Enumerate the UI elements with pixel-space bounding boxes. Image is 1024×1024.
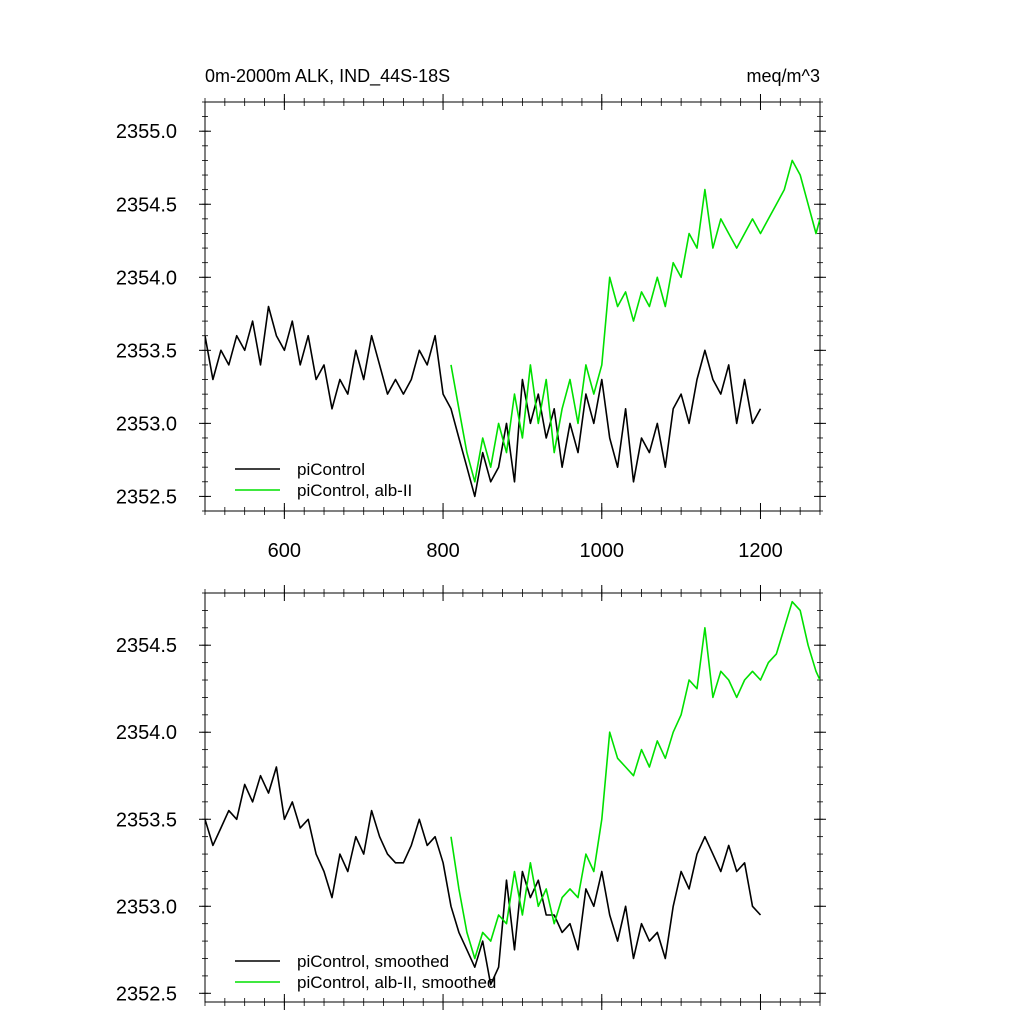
top-chart-title: 0m-2000m ALK, IND_44S-18S [205, 66, 450, 87]
bottom-legend-label-alb-ii-smoothed: piControl, alb-II, smoothed [297, 973, 496, 992]
bottom-legend-label-smoothed: piControl, smoothed [297, 952, 449, 971]
top-y-tick-label: 2353.0 [116, 413, 177, 435]
bottom-series-line-picontrol-smoothed [205, 766, 762, 986]
top-panel: 600 800 1000 1200 2352.52353.02353.52354.02… [116, 66, 826, 562]
top-y-tick-label: 2354.0 [116, 267, 177, 289]
top-x-tick-label: 1000 [580, 540, 625, 562]
top-y-tick-label: 2355.0 [116, 121, 177, 143]
top-y-tick-label: 2353.5 [116, 340, 177, 362]
top-legend: piControl piControl, alb-II [235, 460, 412, 500]
bottom-panel: 2352.5 2353.0 2353.5 2354.0 2354.5 piControl… [116, 585, 826, 1010]
bottom-y-tick-label: 2352.5 [116, 983, 177, 1005]
top-y-tick-label: 2354.5 [116, 194, 177, 216]
bottom-y-tick-label: 2353.0 [116, 896, 177, 918]
bottom-plot-frame [204, 592, 821, 1003]
bottom-y-tick-label: 2354.0 [116, 722, 177, 744]
top-y-tick-label: 2352.5 [116, 486, 177, 508]
top-y-tick-labels: 2352.5 2353.0 2353.5 2354.0 2354.5 2355.0 [116, 121, 177, 508]
bottom-legend: piControl, smoothed piControl, alb-II, s… [235, 952, 496, 992]
top-legend-label-picontrol: piControl [297, 460, 365, 479]
bottom-series-lines [205, 600, 820, 986]
top-series-line-picontrol-alb-ii [450, 159, 820, 483]
bottom-y-tick-label: 2353.5 [116, 809, 177, 831]
top-plot-frame [204, 101, 821, 512]
top-units-label: meq/m^3 [747, 66, 820, 86]
bottom-series-line-picontrol-alb-ii-smoothed [450, 600, 820, 960]
bottom-y-tick-label: 2354.5 [116, 635, 177, 657]
top-x-tick-label: 800 [426, 540, 459, 562]
top-series-lines [205, 159, 820, 498]
bottom-y-tick-labels: 2352.5 2353.0 2353.5 2354.0 2354.5 [116, 635, 177, 1005]
top-legend-label-alb-ii: piControl, alb-II [297, 481, 412, 500]
top-x-tick-label: 600 [268, 540, 301, 562]
top-x-tick-labels: 600 800 1000 1200 [268, 540, 783, 562]
top-series-line-picontrol [205, 305, 762, 498]
top-x-tick-label: 1200 [738, 540, 783, 562]
bottom-tick-marks [199, 585, 826, 1010]
top-tick-marks [199, 94, 826, 519]
